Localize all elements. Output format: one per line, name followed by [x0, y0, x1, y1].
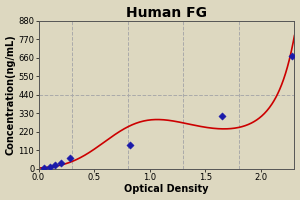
Point: [220, 115, 224, 118]
X-axis label: Optical Density: Optical Density: [124, 184, 209, 194]
Point: [53, 164, 58, 167]
Point: [42, 167, 46, 170]
Point: [47, 166, 52, 169]
Point: [127, 143, 132, 147]
Point: [290, 54, 295, 58]
Y-axis label: Concentration(ng/mL): Concentration(ng/mL): [6, 34, 16, 155]
Point: [58, 162, 63, 165]
Point: [67, 157, 72, 160]
Title: Human FG: Human FG: [126, 6, 207, 20]
